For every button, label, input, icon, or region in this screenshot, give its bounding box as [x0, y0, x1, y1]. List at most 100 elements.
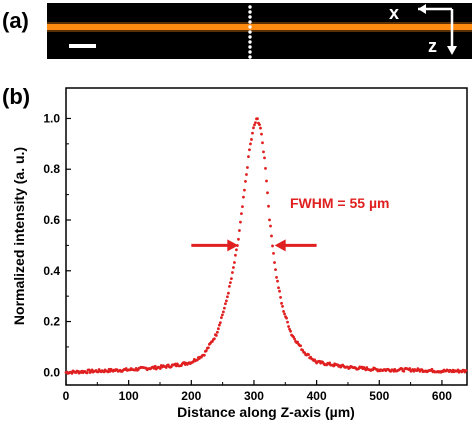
data-point	[232, 266, 235, 269]
data-point	[234, 253, 237, 257]
data-point	[285, 316, 288, 320]
data-point	[408, 367, 412, 370]
scale-bar	[69, 44, 96, 48]
marker-dot	[248, 30, 252, 34]
y-tick-label: 0.0	[43, 365, 60, 379]
data-point	[420, 368, 424, 371]
marker-dot	[248, 50, 252, 54]
data-point	[220, 313, 224, 317]
data-point	[277, 286, 280, 290]
fwhm-annotation: FWHM = 55 µm	[290, 195, 389, 211]
y-axis-title: Normalized intensity (a. u.)	[11, 147, 27, 325]
image-background	[47, 3, 472, 59]
data-point	[247, 155, 250, 159]
data-point	[153, 364, 157, 368]
data-point	[237, 237, 240, 241]
x-tick-label: 0	[63, 389, 70, 403]
data-point	[228, 284, 231, 288]
data-point	[272, 251, 275, 255]
data-point	[245, 173, 248, 176]
marker-dot	[248, 25, 252, 29]
axis-direction-indicator: x z	[389, 3, 457, 56]
y-tick-label: 0.4	[43, 264, 60, 278]
data-point	[275, 276, 278, 279]
data-point	[283, 312, 286, 316]
axis-z-label: z	[428, 36, 437, 56]
data-point	[268, 218, 271, 222]
data-point	[158, 367, 162, 370]
data-point	[266, 191, 269, 195]
panel-b-label: (b)	[2, 84, 30, 109]
data-point	[233, 261, 236, 264]
data-point	[238, 229, 241, 232]
data-point	[269, 224, 272, 228]
data-point	[278, 289, 281, 293]
data-point	[258, 123, 261, 127]
y-tick-label: 0.8	[43, 162, 60, 176]
panel-a-label: (a)	[2, 8, 29, 33]
data-point	[244, 180, 247, 183]
axis-ticks	[65, 117, 443, 385]
data-point	[296, 340, 299, 344]
data-point	[231, 271, 234, 274]
data-point	[271, 244, 274, 248]
data-point	[254, 121, 257, 124]
fwhm-arrows	[191, 239, 317, 252]
data-point	[215, 330, 219, 334]
data-point	[226, 295, 229, 299]
data-point	[289, 329, 292, 333]
marker-dot	[248, 5, 252, 9]
data-point	[263, 156, 266, 160]
data-point	[87, 368, 91, 372]
marker-dot	[248, 45, 252, 49]
data-point	[246, 166, 249, 169]
marker-dot	[248, 55, 252, 59]
data-point	[256, 117, 259, 121]
data-point	[164, 366, 168, 369]
fwhm-right-arrow-head-icon	[274, 239, 286, 252]
data-point	[270, 234, 273, 238]
z-arrowhead-icon	[447, 46, 457, 55]
data-point	[402, 369, 406, 373]
data-point	[221, 310, 225, 314]
marker-dot	[248, 10, 252, 14]
data-point	[242, 195, 245, 199]
data-point	[253, 123, 256, 127]
data-point	[287, 325, 290, 328]
data-point	[260, 132, 263, 136]
x-tick-label: 400	[307, 389, 327, 403]
data-point	[206, 346, 210, 350]
data-point	[276, 279, 279, 283]
data-points	[64, 117, 468, 375]
x-arrowhead-icon	[418, 4, 426, 14]
y-tick-label: 0.6	[43, 213, 60, 227]
data-point	[281, 305, 284, 308]
data-point	[224, 302, 227, 306]
marker-dot	[248, 20, 252, 24]
data-point	[280, 301, 283, 305]
x-tick-label: 300	[244, 389, 264, 403]
data-point	[299, 344, 302, 348]
microscope-image: x z	[47, 3, 472, 59]
intensity-plot: 0 100 200 300 400 500 600 0.0 0.2 0.4 0.6 0.8 1.0 FW…	[11, 87, 468, 420]
data-point	[90, 368, 94, 372]
data-point	[219, 316, 223, 320]
data-point	[286, 320, 289, 324]
data-point	[250, 138, 253, 141]
data-point	[225, 299, 228, 303]
data-point	[218, 321, 222, 325]
data-point	[202, 353, 206, 357]
data-point	[222, 306, 226, 310]
data-point	[251, 131, 254, 135]
data-point	[195, 358, 199, 362]
data-point	[274, 268, 277, 272]
waveguide-beam	[47, 24, 472, 30]
data-point	[230, 277, 233, 281]
x-tick-label: 100	[119, 389, 139, 403]
data-point	[249, 142, 252, 146]
marker-dot	[248, 40, 252, 44]
axis-x-label: x	[389, 3, 399, 23]
x-tick-label: 600	[432, 389, 452, 403]
fwhm-left-arrow-head-icon	[227, 239, 239, 252]
data-point	[282, 309, 285, 313]
